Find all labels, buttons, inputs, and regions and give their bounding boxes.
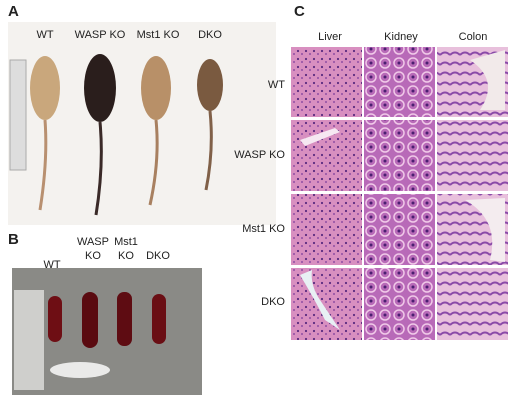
column-label: KO (85, 250, 101, 262)
histology-grid (291, 47, 508, 340)
ruler (9, 59, 27, 171)
glare (50, 362, 110, 378)
row-label: Mst1 KO (242, 223, 285, 235)
row-label: WT (268, 79, 285, 91)
panel-label: A (8, 3, 19, 20)
column-label: WASP (77, 236, 109, 248)
row-label: WASP KO (234, 149, 285, 161)
column-label: WASP KO (75, 29, 126, 41)
column-label: DKO (146, 250, 170, 262)
column-label: Mst1 (114, 236, 138, 248)
column-label: KO (118, 250, 134, 262)
panel-label: C (294, 3, 305, 20)
column-label: WT (36, 29, 53, 41)
column-label: DKO (198, 29, 222, 41)
column-label: Liver (318, 31, 342, 43)
ruler (14, 290, 44, 390)
column-label: Kidney (384, 31, 418, 43)
mouse-photo (8, 22, 276, 225)
panel-label: B (8, 231, 19, 248)
column-label: Colon (459, 31, 488, 43)
mice (30, 54, 223, 216)
spleens (48, 292, 166, 348)
row-label: DKO (261, 296, 285, 308)
column-label: Mst1 KO (137, 29, 180, 41)
